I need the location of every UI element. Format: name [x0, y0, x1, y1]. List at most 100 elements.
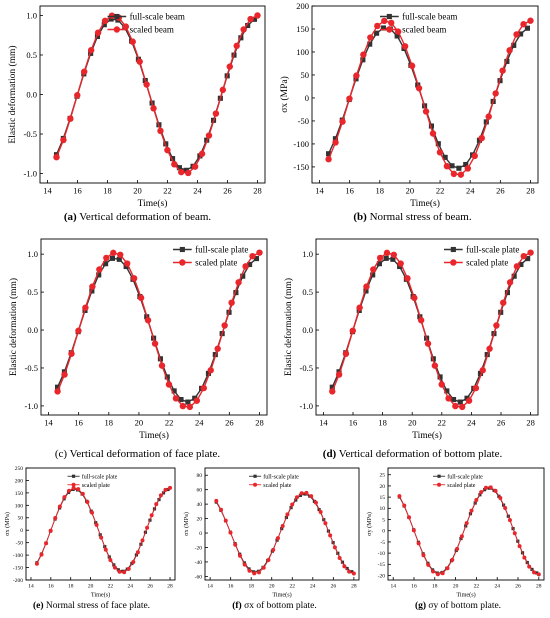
- x-tick-label: 22: [436, 186, 445, 196]
- x-tick-label: 20: [88, 584, 94, 590]
- data-point: [469, 508, 474, 513]
- data-point: [536, 572, 541, 577]
- data-point: [478, 134, 485, 142]
- data-point: [261, 565, 266, 570]
- y-tick-label: 1.0: [26, 10, 37, 20]
- x-tick-label: 24: [467, 418, 476, 428]
- data-point: [228, 299, 235, 306]
- series-line: [327, 27, 528, 170]
- data-point: [492, 90, 499, 97]
- data-point: [411, 294, 418, 302]
- data-point: [511, 42, 517, 48]
- y-tick-label: 20: [197, 517, 203, 523]
- data-point: [445, 566, 450, 571]
- data-point: [415, 85, 423, 92]
- y-tick-label: 5: [382, 517, 385, 523]
- data-point: [444, 388, 450, 394]
- data-point: [450, 397, 457, 403]
- data-point: [214, 345, 221, 352]
- x-axis-label: Time(s): [91, 592, 110, 599]
- data-point: [55, 384, 61, 390]
- data-point: [299, 491, 304, 496]
- data-point: [253, 256, 260, 262]
- data-point: [346, 95, 353, 102]
- data-point: [402, 503, 407, 508]
- legend-marker: [437, 482, 442, 487]
- data-point: [48, 528, 53, 533]
- y-axis-label: Elastic deformation (mm): [8, 278, 19, 376]
- plot-frame: [40, 238, 268, 416]
- data-point: [488, 485, 493, 490]
- data-point: [285, 512, 290, 517]
- x-tick-label: 16: [228, 584, 234, 590]
- data-point: [61, 371, 68, 378]
- data-point: [233, 290, 239, 296]
- data-point: [443, 162, 451, 170]
- data-point: [506, 47, 513, 54]
- x-tick-label: 24: [128, 584, 134, 590]
- data-point: [520, 21, 527, 28]
- data-point: [112, 565, 117, 570]
- y-tick-label: -100: [293, 139, 309, 149]
- data-point: [103, 261, 109, 267]
- data-point: [520, 252, 527, 260]
- data-point: [318, 510, 323, 515]
- x-tick-label: 24: [193, 186, 202, 196]
- data-point: [53, 153, 60, 161]
- data-point: [110, 249, 117, 257]
- data-point: [219, 507, 224, 512]
- chart-a: 14 16 18 20 22 24 26 28 -1.0 -0.5 0.0 0.5 1.0 Time(s)…: [7, 5, 266, 209]
- x-tick-label: 22: [290, 584, 296, 590]
- legend-label: scaled plate: [82, 483, 110, 489]
- data-point: [71, 486, 76, 491]
- y-tick-label: -0.5: [24, 129, 37, 139]
- data-point: [294, 495, 299, 500]
- data-point: [404, 275, 411, 282]
- data-point: [527, 564, 532, 569]
- legend-label: full-scale beam: [130, 12, 185, 22]
- data-point: [450, 170, 458, 178]
- legend-label: scaled plate: [447, 483, 475, 489]
- data-point: [417, 317, 425, 324]
- data-point: [367, 34, 374, 41]
- data-point: [275, 536, 280, 541]
- series-line: [56, 257, 257, 403]
- data-point: [256, 249, 263, 256]
- data-point: [280, 523, 285, 528]
- data-point: [103, 254, 110, 262]
- data-point: [157, 127, 164, 135]
- data-point: [347, 569, 352, 574]
- data-point: [136, 58, 143, 65]
- y-tick-label: 150: [15, 491, 24, 497]
- data-point: [67, 488, 72, 493]
- data-point: [424, 340, 432, 347]
- chart-g: 14 16 18 20 22 24 26 28 -20 -15 -10 -5 0 5 10 15 20 25 Tim…: [366, 467, 545, 599]
- legend-marker: [71, 474, 76, 478]
- y-tick-label: -15: [378, 562, 386, 568]
- chart-panel-f: 14 16 18 20 22 24 26 28 -60 -40 -20 0 20 40 60 80 Time(s…: [183, 463, 366, 618]
- data-point: [527, 17, 534, 24]
- data-point: [165, 381, 173, 388]
- data-point: [370, 272, 376, 278]
- plot-frame: [387, 467, 545, 581]
- data-point: [82, 304, 89, 311]
- data-point: [164, 146, 171, 154]
- data-point: [360, 51, 367, 58]
- data-point: [442, 154, 448, 160]
- data-point: [522, 555, 527, 560]
- caption-text: Normal stress of beam.: [366, 211, 472, 223]
- data-point: [200, 384, 207, 392]
- data-point: [471, 152, 478, 160]
- x-tick-label: 28: [167, 584, 173, 590]
- caption-letter: (b): [353, 211, 367, 223]
- data-point: [332, 545, 337, 550]
- data-point: [353, 72, 360, 79]
- data-point: [422, 108, 430, 115]
- legend-marker: [179, 246, 185, 253]
- data-point: [158, 493, 163, 498]
- data-point: [85, 499, 90, 504]
- data-point: [207, 367, 214, 374]
- data-point: [117, 251, 124, 258]
- data-point: [504, 58, 510, 64]
- legend-label: full-scale plate: [195, 245, 248, 255]
